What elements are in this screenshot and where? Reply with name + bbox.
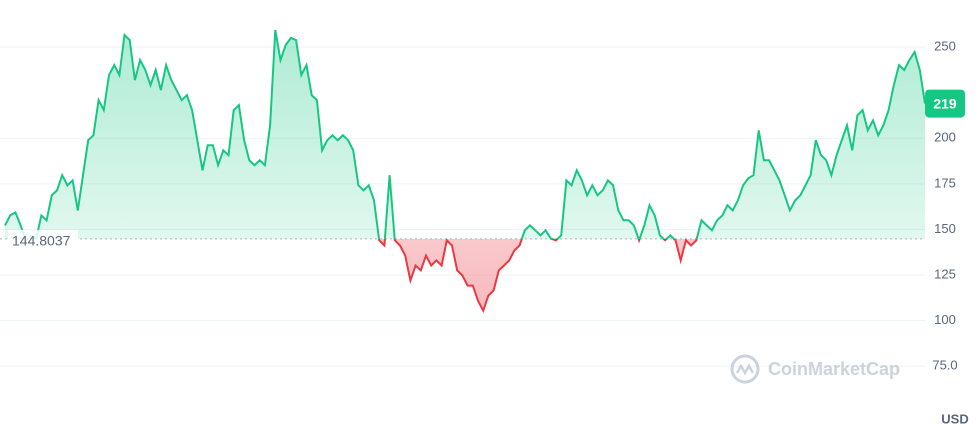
y-tick-label: 100 xyxy=(934,312,956,327)
y-tick-label: 150 xyxy=(934,221,956,236)
price-badge xyxy=(925,89,965,118)
watermark: CoinMarketCap xyxy=(730,354,900,384)
price-line-up xyxy=(4,29,926,239)
price-line-down xyxy=(24,238,698,314)
y-tick-label: 175 xyxy=(934,175,956,190)
y-tick-label: 200 xyxy=(934,130,956,145)
baseline-label: 144.8037 xyxy=(12,233,71,249)
y-tick-label: 250 xyxy=(934,38,956,53)
y-tick-label: 125 xyxy=(934,266,956,281)
y-tick-label: 75.0 xyxy=(932,358,957,373)
currency-label: USD xyxy=(941,411,968,426)
price-badge-label: 219 xyxy=(933,95,957,111)
area-up xyxy=(5,30,925,239)
baseline-label-bg xyxy=(8,229,78,248)
plot: 144.8037 219 xyxy=(0,29,965,314)
watermark-text: CoinMarketCap xyxy=(768,359,900,379)
